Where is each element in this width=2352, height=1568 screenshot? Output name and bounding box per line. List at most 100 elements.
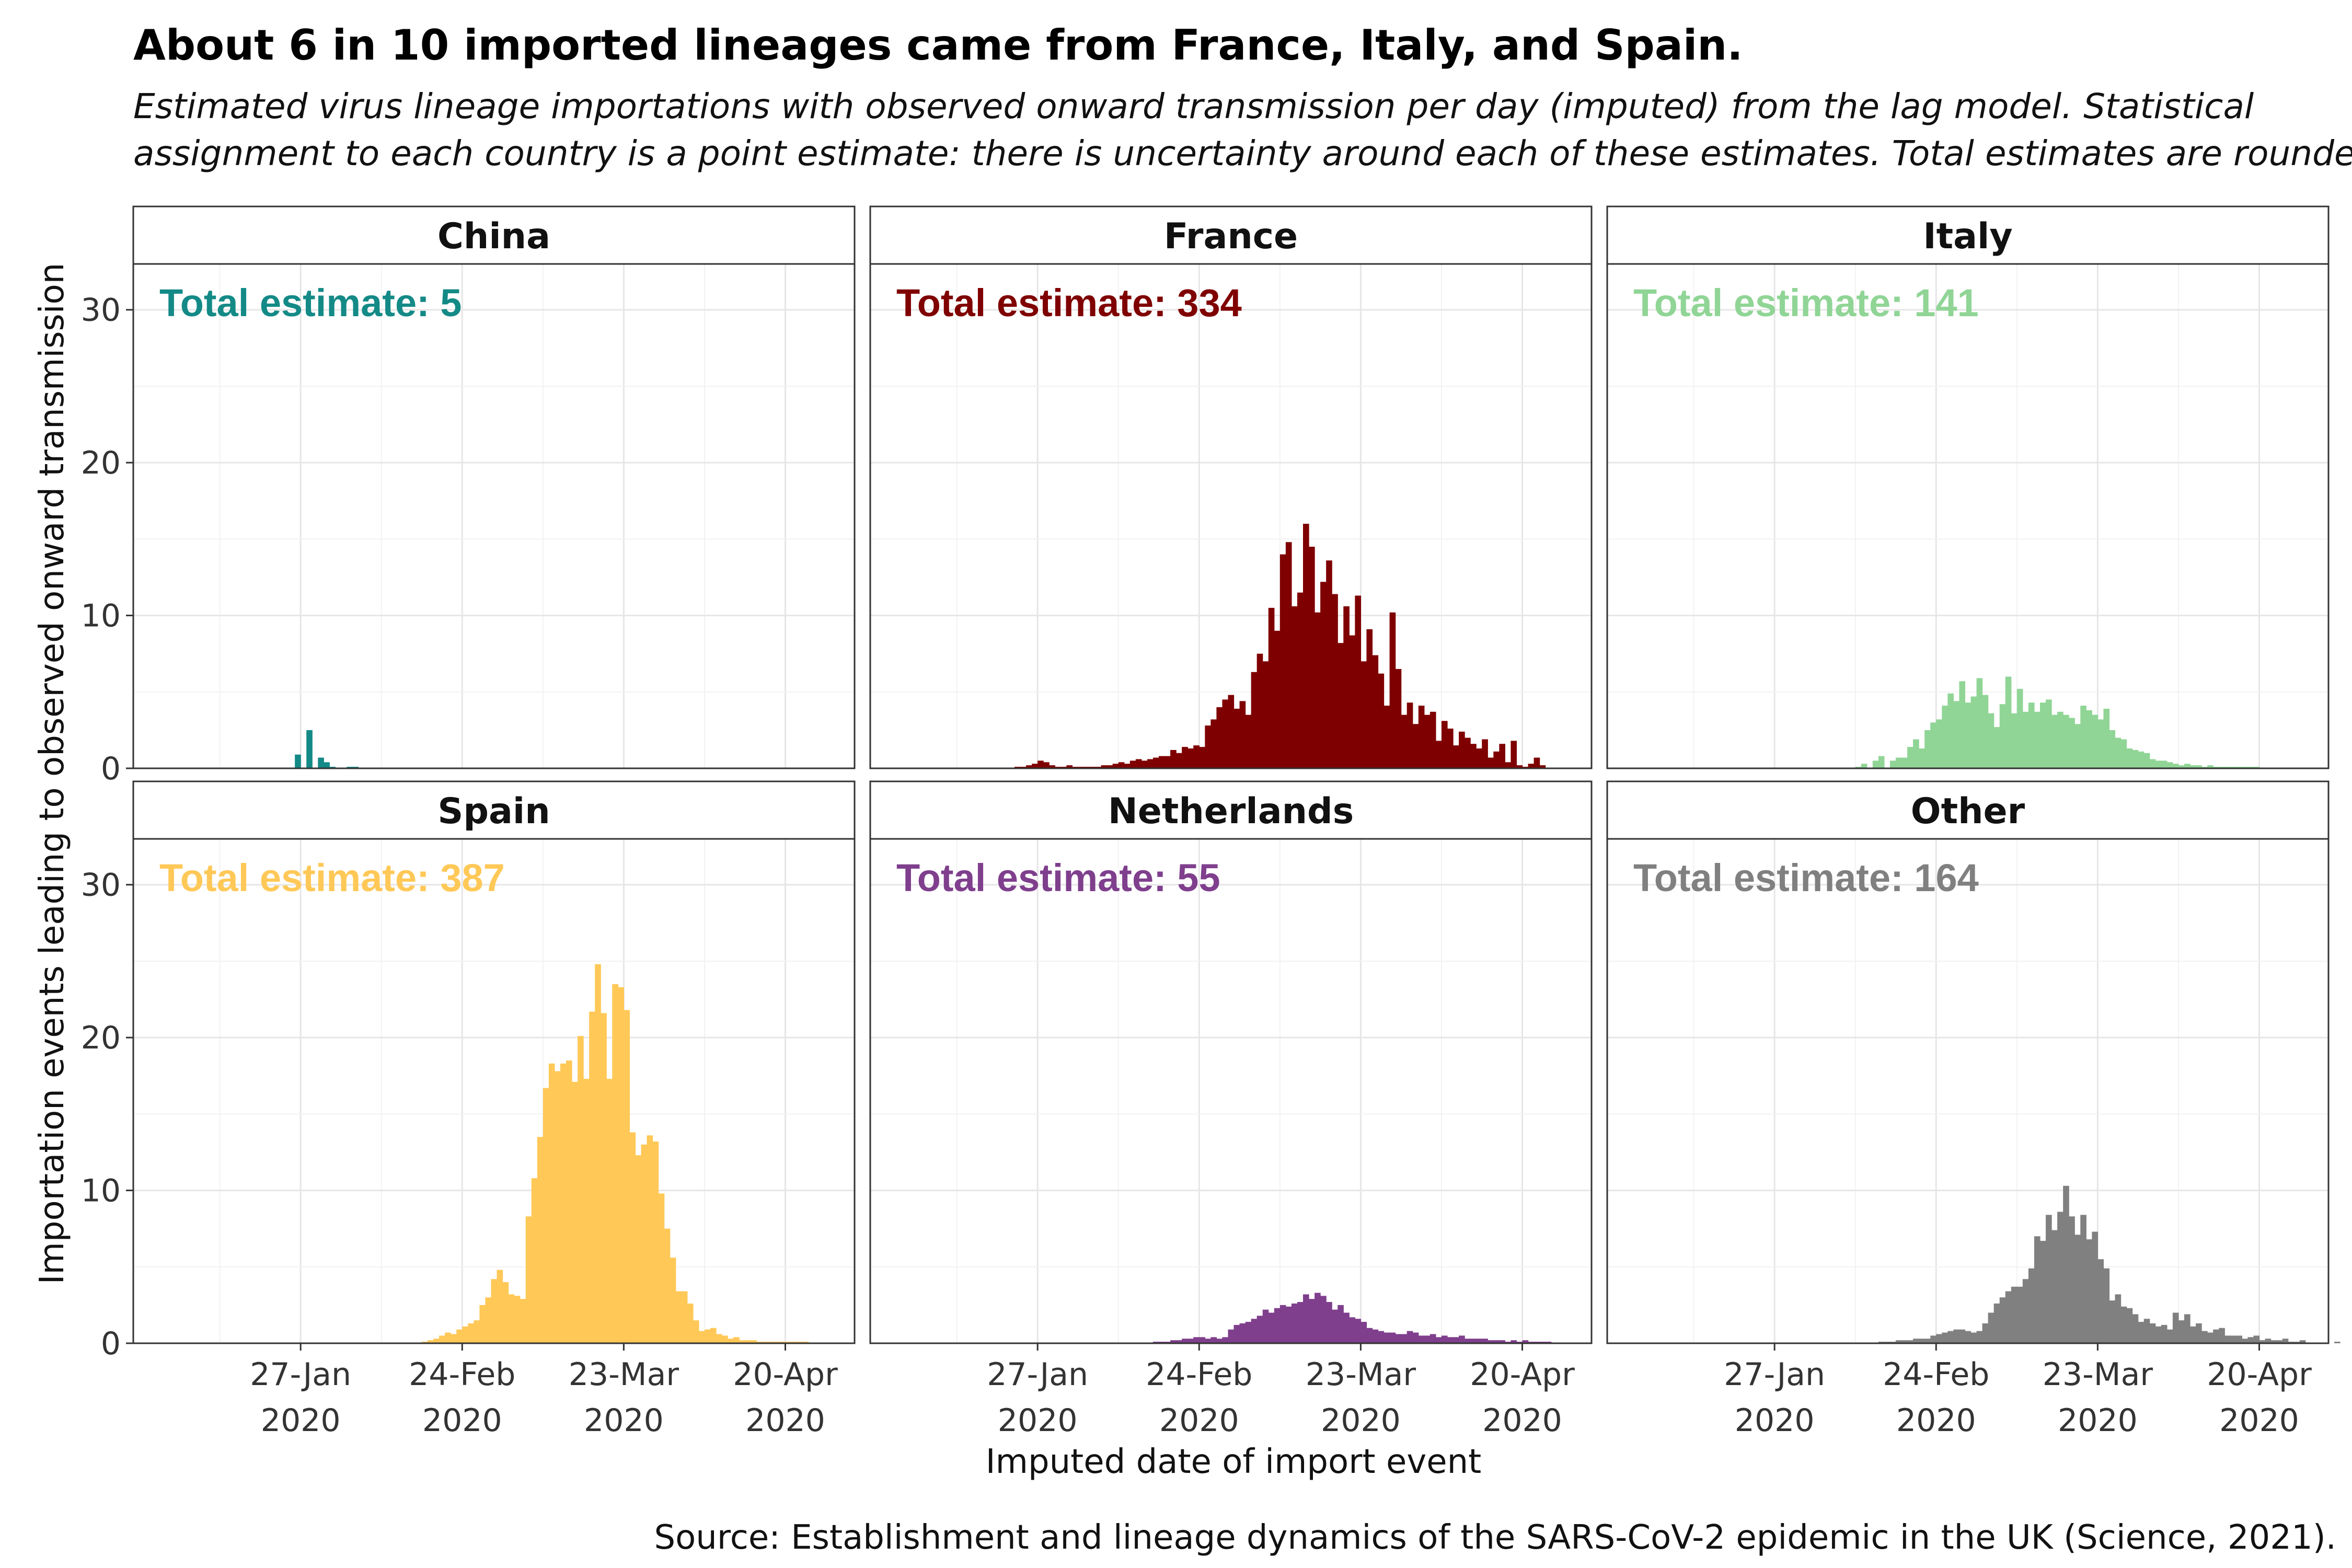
bar-france [1101,765,1108,768]
bar-other [2213,1329,2219,1343]
bar-italy [2109,730,2116,768]
bar-france [1239,701,1246,768]
panel-background [133,839,855,1343]
bar-italy [2178,765,2185,768]
y-tick-label: 30 [81,292,121,329]
bar-france [1383,706,1390,768]
facet-strip [869,780,1593,840]
total-estimate-label: Total estimate: 55 [896,856,1220,900]
bar-france [1285,542,1292,768]
bar-france [1297,592,1304,768]
x-tick-label: 24-Feb [1146,1356,1252,1393]
bar-france [1320,582,1327,768]
bar-spain [635,1155,642,1343]
bar-other [1976,1331,1983,1343]
bar-other [2242,1339,2249,1343]
x-tick-label: 27-Jan [987,1356,1088,1393]
bar-netherlands [1205,1339,1211,1343]
bar-italy [2115,737,2122,768]
facet-title: France [1164,216,1298,257]
facet-strip [132,780,856,840]
bar-other [1999,1297,2006,1343]
bar-spain [658,1193,665,1343]
bar-france [1361,661,1367,768]
facet-spain: Total estimate: 387 Spain 0 10 20 30 27-Jan 202… [81,780,856,1439]
panel-border [869,838,1593,1344]
bar-netherlands [1216,1339,1223,1343]
bar-netherlands [1424,1335,1431,1343]
bar-italy [2005,676,2012,768]
bar-netherlands [1453,1337,1459,1343]
bar-other [1924,1339,1931,1343]
panel-background [870,264,1592,768]
bar-spain [698,1331,705,1343]
bar-france [1516,765,1523,768]
bar-other [1947,1331,1954,1343]
bar-italy [2074,724,2081,768]
bar-other [2166,1329,2173,1343]
bar-other [2051,1230,2058,1343]
bar-netherlands [1320,1296,1327,1343]
bar-netherlands [1447,1337,1454,1343]
bar-other [2005,1291,2012,1343]
bar-spain [468,1323,474,1343]
y-tick-label: 20 [81,1020,121,1056]
bar-other [2161,1324,2167,1343]
bar-other [2016,1286,2023,1343]
bar-spain [647,1135,653,1343]
bar-spain [485,1297,492,1343]
bar-italy [1976,678,1983,768]
bar-france [1493,751,1500,768]
bar-other [1959,1329,1966,1343]
bar-france [1539,765,1546,768]
bar-france [1505,762,1512,768]
bar-france [1199,747,1205,768]
y-tick-label: 0 [101,751,121,787]
bar-other [2224,1335,2231,1343]
bar-spain [664,1228,671,1343]
facet-netherlands: Total estimate: 55 Netherlands 27-Jan 2020 2… [869,780,1593,1439]
bar-netherlands [1222,1337,1229,1343]
bar-italy [2149,759,2156,768]
bar-spain [433,1339,440,1343]
bar-spain [687,1303,694,1343]
bar-italy [1919,748,1925,768]
bar-netherlands [1395,1334,1402,1343]
x-tick-label: 23-Mar [569,1356,679,1393]
bar-other [2046,1215,2052,1343]
source-caption: Source: Establishment and lineage dynami… [654,1518,2336,1557]
bar-italy [2080,706,2086,768]
bar-spain [502,1282,509,1343]
bar-spain [428,1340,434,1343]
bar-france [1228,695,1235,768]
x-tick-label: 27-Jan [1724,1356,1825,1393]
bar-france [1032,764,1038,768]
bar-italy [1993,727,2000,768]
bar-netherlands [1228,1329,1235,1343]
bar-italy [1924,730,1931,768]
facet-france: Total estimate: 334 France [869,205,1621,769]
bar-italy [2207,765,2213,768]
bar-france [1147,759,1154,768]
bar-other [1953,1329,1960,1343]
bar-other [2138,1322,2145,1343]
bar-italy [2057,711,2063,768]
panel-background [1607,264,2328,768]
bar-france [1511,741,1517,768]
bar-other [2126,1308,2133,1343]
bar-other [2103,1268,2110,1343]
facet-title: Spain [437,791,550,832]
bar-france [1026,765,1032,768]
bar-other [2092,1231,2098,1343]
bar-italy [1889,760,1896,768]
bar-spain [595,964,601,1343]
bar-spain [641,1144,648,1343]
facet-title: Other [1911,791,2025,832]
bar-france [1152,757,1159,768]
bar-spain [739,1340,745,1343]
bar-france [1222,699,1229,768]
bar-france [1256,653,1263,768]
bar-other [2172,1312,2179,1343]
x-tick-label: 20-Apr [2207,1356,2312,1393]
bar-spain [543,1088,549,1343]
